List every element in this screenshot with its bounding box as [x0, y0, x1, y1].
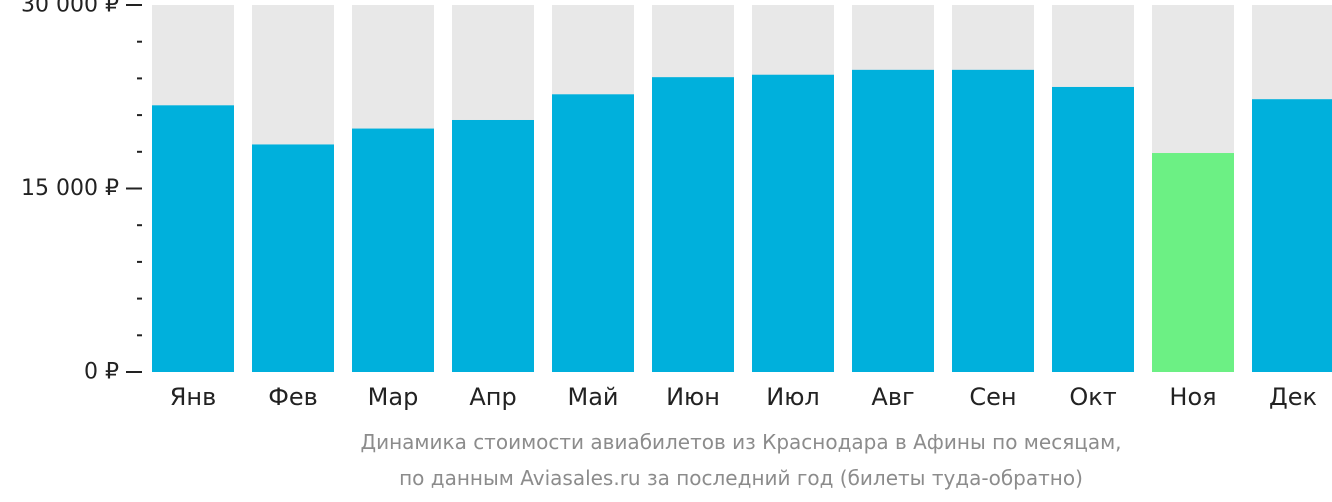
x-tick-label: Май	[567, 383, 618, 411]
chart-caption-line1: Динамика стоимости авиабилетов из Красно…	[360, 430, 1122, 454]
x-tick-label: Апр	[469, 383, 516, 411]
bar	[352, 128, 434, 372]
x-tick-label: Июл	[766, 383, 820, 411]
bar	[152, 105, 234, 373]
x-tick-label: Авг	[871, 383, 914, 411]
bar	[1152, 153, 1234, 372]
x-tick-label: Дек	[1269, 383, 1317, 411]
bar	[952, 69, 1034, 372]
bar	[252, 144, 334, 372]
bar	[452, 119, 534, 372]
bar	[652, 77, 734, 372]
bar	[1052, 86, 1134, 373]
x-tick-label: Окт	[1069, 383, 1116, 411]
bar	[752, 74, 834, 372]
chart-caption-line2: по данным Aviasales.ru за последний год …	[399, 466, 1083, 490]
y-tick-label: 15 000 ₽	[21, 176, 119, 201]
y-tick-label: 30 000 ₽	[21, 0, 119, 18]
x-tick-label: Фев	[268, 383, 318, 411]
x-tick-label: Июн	[666, 383, 720, 411]
bar	[852, 69, 934, 372]
x-tick-label: Янв	[170, 383, 217, 411]
y-axis: 0 ₽ 15 000 ₽ 30 000 ₽	[21, 0, 142, 385]
bars	[152, 5, 1332, 373]
x-tick-label: Ноя	[1169, 383, 1216, 411]
bar	[1252, 99, 1332, 373]
x-tick-label: Сен	[969, 383, 1016, 411]
x-tick-label: Мар	[368, 383, 419, 411]
y-tick-label: 0 ₽	[84, 360, 119, 385]
x-axis-labels: Янв Фев Мар Апр Май Июн Июл Авг Сен Окт Ноя Дек	[170, 383, 1317, 411]
bar	[552, 94, 634, 372]
